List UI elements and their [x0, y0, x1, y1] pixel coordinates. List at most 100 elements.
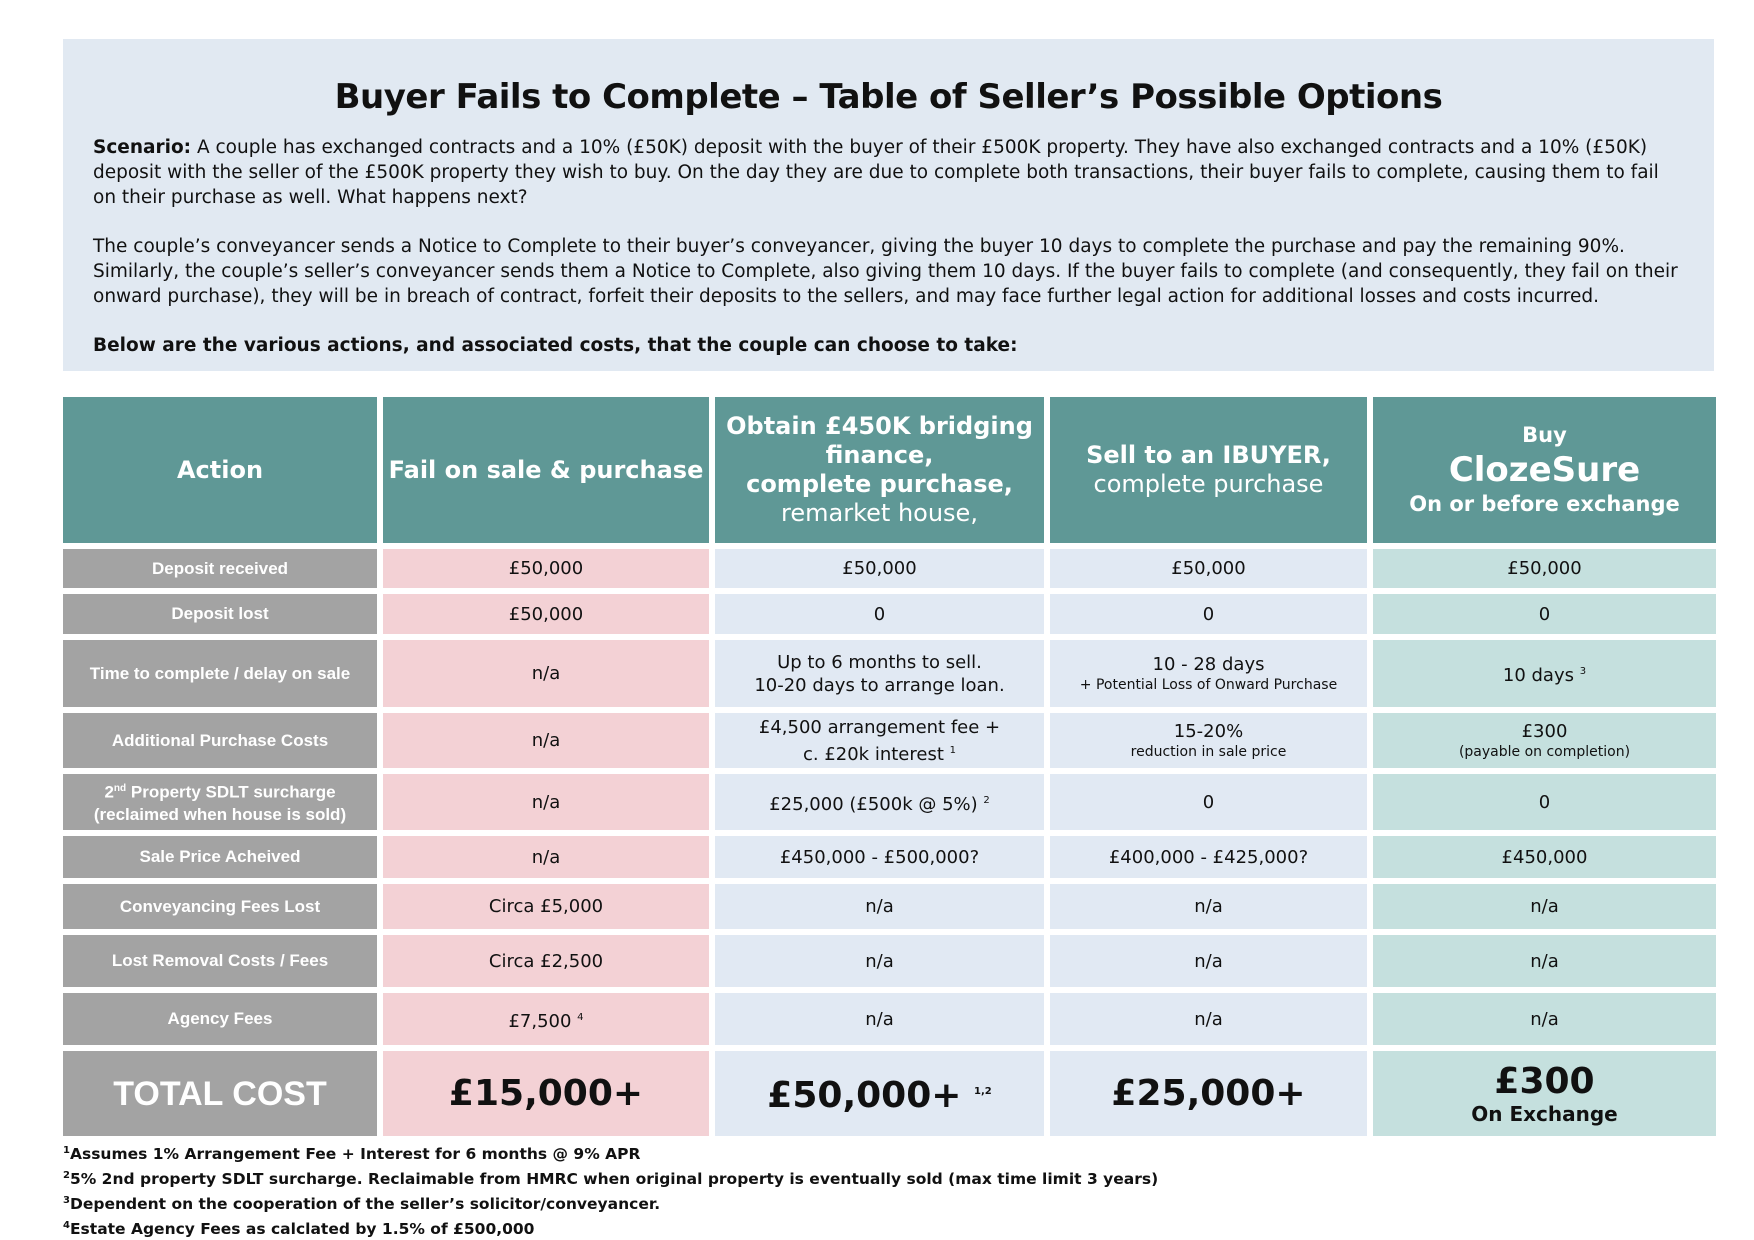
cell-text: £300: [1494, 1060, 1595, 1102]
cell: n/a: [383, 713, 709, 768]
cell-text: 0: [1538, 791, 1551, 813]
lead-in: Below are the various actions, and assoc…: [93, 335, 1018, 356]
header-line: Fail on sale & purchase: [388, 455, 704, 484]
footnotes: 1Assumes 1% Arrangement Fee + Interest f…: [63, 1140, 1158, 1240]
row-label: Deposit received: [63, 549, 377, 588]
cell-text: £50,000: [842, 558, 917, 579]
cell-text: n/a: [1194, 950, 1223, 972]
cell-text: £400,000 - £425,000?: [1108, 846, 1309, 868]
cell-text: 0: [1202, 603, 1215, 625]
label-text: Conveyancing Fees Lost: [119, 896, 321, 916]
table-row: 2nd Property SDLT surcharge (reclaimed w…: [63, 774, 1716, 830]
cell-text: n/a: [1194, 896, 1223, 917]
cell-text: Up to 6 months to sell.: [777, 651, 982, 673]
cell-text: Circa £2,500: [488, 950, 604, 972]
cell-text: £450,000: [1501, 846, 1588, 868]
cell-text: £450,000 - £500,000?: [779, 846, 980, 868]
table-row: Time to complete / delay on sale n/a Up to…: [63, 640, 1716, 707]
cell: £7,500 4: [383, 993, 709, 1045]
cell-text: n/a: [531, 663, 561, 684]
cell-text: £25,000 (£500k @ 5%) 2: [769, 793, 990, 815]
table-row: Deposit received £50,000 £50,000 £50,000 £50…: [63, 549, 1716, 588]
label-text: Deposit received: [151, 558, 289, 578]
cell-text: n/a: [1194, 1008, 1223, 1030]
footnote-text: Estate Agency Fees as calclated by 1.5% …: [69, 1220, 535, 1239]
cell: £50,000: [383, 594, 709, 634]
footnote-mark: 4: [63, 1220, 70, 1232]
cell: n/a: [715, 884, 1044, 929]
column-header: Buy ClozeSure On or before exchange: [1373, 397, 1716, 543]
cell-note: reduction in sale price: [1130, 743, 1287, 760]
cell-text: 10 - 28 days: [1152, 653, 1265, 675]
cell: n/a: [1373, 884, 1716, 929]
row-label: Additional Purchase Costs: [63, 713, 377, 768]
footnote-text: Dependent on the cooperation of the sell…: [69, 1195, 661, 1214]
cell: n/a: [1050, 993, 1367, 1045]
options-table: Action Fail on sale & purchase Obtain £450…: [57, 391, 1722, 1142]
cell: £300 On Exchange: [1373, 1051, 1716, 1136]
footnote-ref: 4: [577, 1011, 584, 1023]
cell: £25,000 (£500k @ 5%) 2: [715, 774, 1044, 830]
cell-text: £50,000: [508, 558, 584, 579]
cell: £450,000: [1373, 836, 1716, 878]
cell-text: n/a: [865, 896, 894, 917]
cell-text: Circa £5,000: [488, 896, 604, 917]
label-text: Deposit lost: [171, 604, 269, 623]
cell-text: £50,000: [1507, 558, 1582, 579]
cell: 0: [1050, 594, 1367, 634]
label-text: Time to complete / delay on sale: [89, 663, 351, 683]
label-text: Sale Price Acheived: [139, 847, 301, 866]
table-row: Additional Purchase Costs n/a £4,500 arran…: [63, 713, 1716, 768]
cell-text: £15,000+: [448, 1072, 644, 1114]
cell-text: £4,500 arrangement fee +: [758, 716, 1001, 738]
footnote-mark: 3: [63, 1195, 70, 1207]
cell-text: n/a: [1530, 1008, 1559, 1030]
cell-text: £300: [1521, 720, 1568, 742]
cell: 0: [1050, 774, 1367, 830]
header-line: complete purchase,: [746, 470, 1013, 498]
row-label: Conveyancing Fees Lost: [63, 884, 377, 929]
cell-text: n/a: [531, 730, 561, 751]
header-line: Sell to an IBUYER,: [1086, 441, 1331, 469]
label-text: Property SDLT surcharge (reclaimed when …: [93, 782, 347, 824]
cell-text: n/a: [1530, 896, 1559, 917]
label-text: Agency Fees: [167, 1009, 273, 1028]
cell: 10 - 28 days + Potential Loss of Onward P…: [1050, 640, 1367, 707]
footnote-ref: 1: [949, 744, 956, 756]
table-row: Lost Removal Costs / Fees Circa £2,500 n/a…: [63, 935, 1716, 987]
cell: n/a: [1373, 935, 1716, 987]
cell: £300 (payable on completion): [1373, 713, 1716, 768]
table-row: Agency Fees £7,500 4 n/a n/a n/a: [63, 993, 1716, 1045]
cell: £50,000: [1373, 549, 1716, 588]
column-header: Obtain £450K bridging finance, complete p…: [715, 397, 1044, 543]
cell: n/a: [715, 935, 1044, 987]
cell-text: £7,500 4: [508, 1010, 584, 1032]
header-line: Action: [176, 455, 264, 484]
table-row: Conveyancing Fees Lost Circa £5,000 n/a n/a…: [63, 884, 1716, 929]
footnote-mark: 2: [63, 1170, 70, 1182]
cell: 10 days 3: [1373, 640, 1716, 707]
cell: 0: [1373, 774, 1716, 830]
cell: Up to 6 months to sell. 10-20 days to arr…: [715, 640, 1044, 707]
cell: n/a: [1050, 935, 1367, 987]
header-row: Action Fail on sale & purchase Obtain £450…: [63, 397, 1716, 543]
cell: n/a: [383, 774, 709, 830]
cell-text: 15-20%: [1173, 720, 1244, 742]
cell: £50,000: [1050, 549, 1367, 588]
intro-panel: Buyer Fails to Complete – Table of Selle…: [63, 39, 1714, 371]
row-label: Agency Fees: [63, 993, 377, 1045]
footnote-mark: 1: [63, 1145, 70, 1156]
row-label: Sale Price Acheived: [63, 836, 377, 878]
cell: £50,000: [383, 549, 709, 588]
footnote: 3Dependent on the cooperation of the sel…: [63, 1190, 1158, 1215]
cell: £4,500 arrangement fee + c. £20k interest…: [715, 713, 1044, 768]
footnote-ref: 3: [1579, 666, 1587, 677]
label-sup: nd: [113, 783, 127, 795]
scenario-text: A couple has exchanged contracts and a 1…: [93, 137, 1659, 208]
label-text: Additional Purchase Costs: [111, 730, 329, 750]
cell: n/a: [1050, 884, 1367, 929]
cell-text: n/a: [865, 1008, 894, 1030]
label-text: 2: [104, 782, 114, 802]
cell-text: 10-20 days to arrange loan.: [754, 674, 1005, 696]
scenario-label: Scenario:: [93, 137, 192, 158]
